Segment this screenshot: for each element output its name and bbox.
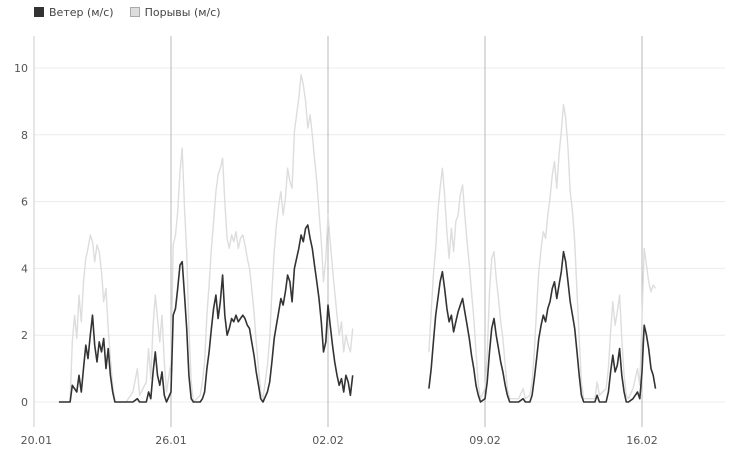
y-tick-label-0: 0 <box>21 396 28 409</box>
y-tick-label-6: 6 <box>21 196 28 209</box>
y-tick-label-2: 2 <box>21 329 28 342</box>
legend-label-gusts: Порывы (м/с) <box>144 5 221 19</box>
x-tick-label-3: 09.02 <box>469 434 501 447</box>
y-axis-tick-labels: 0 2 4 6 8 10 <box>14 62 28 409</box>
x-tick-label-4: 16.02 <box>626 434 658 447</box>
x-axis-tick-labels: 20.01 26.01 02.02 09.02 16.02 <box>21 434 658 447</box>
series-0-line-segment-0 <box>58 224 354 403</box>
legend-swatch-wind <box>34 7 44 17</box>
legend: Ветер (м/с) Порывы (м/с) <box>34 4 237 20</box>
legend-item-wind[interactable]: Ветер (м/с) <box>34 6 114 19</box>
x-tick-label-1: 26.01 <box>155 434 187 447</box>
legend-label-wind: Ветер (м/с) <box>49 5 114 19</box>
y-tick-label-8: 8 <box>21 129 28 142</box>
x-gridlines <box>170 36 643 427</box>
series-layer <box>58 74 657 403</box>
y-tick-label-4: 4 <box>21 262 28 275</box>
series-0-line-segment-1 <box>428 250 657 403</box>
x-tick-label-2: 02.02 <box>312 434 344 447</box>
legend-swatch-gusts <box>129 7 140 17</box>
y-tick-label-10: 10 <box>14 62 28 75</box>
series-1-line-segment-1 <box>428 104 657 400</box>
y-gridlines <box>34 67 725 403</box>
x-tick-label-0: 20.01 <box>21 434 53 447</box>
legend-item-gusts[interactable]: Порывы (м/с) <box>129 5 221 19</box>
series-1-line-segment-0 <box>58 74 354 403</box>
